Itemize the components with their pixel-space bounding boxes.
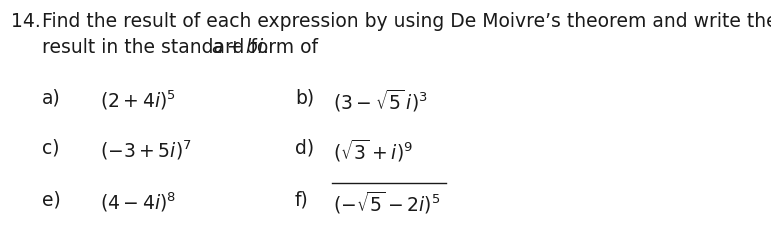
Text: $a+bi$.: $a+bi$.: [210, 38, 268, 57]
Text: f): f): [295, 190, 308, 209]
Text: c): c): [42, 138, 59, 157]
Text: $(-\sqrt{5}-2i)^{5}$: $(-\sqrt{5}-2i)^{5}$: [333, 190, 440, 216]
Text: d): d): [295, 138, 314, 157]
Text: 14.: 14.: [11, 12, 40, 31]
Text: $(\sqrt{3}+i)^{9}$: $(\sqrt{3}+i)^{9}$: [333, 138, 413, 164]
Text: $(3-\sqrt{5}\,i)^{3}$: $(3-\sqrt{5}\,i)^{3}$: [333, 88, 428, 114]
Text: Find the result of each expression by using De Moivre’s theorem and write the: Find the result of each expression by us…: [42, 12, 771, 31]
Text: $(4-4i)^{8}$: $(4-4i)^{8}$: [99, 190, 176, 214]
Text: b): b): [295, 88, 314, 107]
Text: result in the standard form of: result in the standard form of: [42, 38, 324, 57]
Text: $(2+4i)^{5}$: $(2+4i)^{5}$: [99, 88, 176, 112]
Text: $(-3+5i)^{7}$: $(-3+5i)^{7}$: [99, 138, 191, 162]
Text: a): a): [42, 88, 61, 107]
Text: e): e): [42, 190, 61, 209]
